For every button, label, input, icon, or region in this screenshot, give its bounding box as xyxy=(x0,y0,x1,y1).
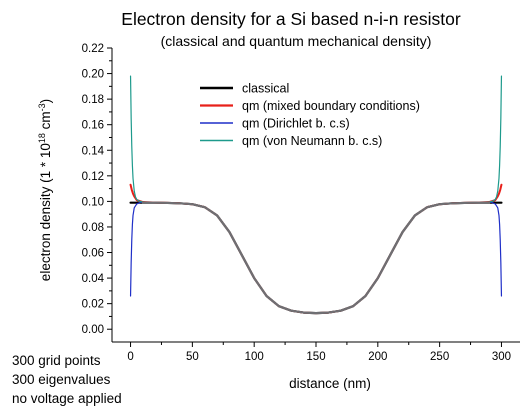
series-group xyxy=(129,75,503,315)
y-axis-label-suffix: ) xyxy=(38,99,53,104)
legend-label-2: qm (Dirichlet b. c.s) xyxy=(242,117,350,131)
y-axis-label-unit: cm xyxy=(38,111,53,133)
series-line-2 xyxy=(129,201,503,314)
legend: classical qm (mixed boundary conditions) q… xyxy=(200,82,420,148)
chart-title: Electron density for a Si based n-i-n re… xyxy=(121,9,461,29)
x-axis-label: distance (nm) xyxy=(289,376,371,391)
note-voltage: no voltage applied xyxy=(12,391,122,406)
y-tick-label: 0.16 xyxy=(82,120,104,132)
y-axis-label-exponent-minus3: -3 xyxy=(37,103,47,111)
y-axis-label-prefix: electron density (1 * 10 xyxy=(38,143,53,281)
y-tick-label: 0.00 xyxy=(82,324,104,336)
y-axis-label-exponent-18: 18 xyxy=(37,133,47,143)
legend-label-3: qm (von Neumann b. c.s) xyxy=(242,134,382,148)
y-tick-label: 0.08 xyxy=(82,222,104,234)
y-tick-label: 0.20 xyxy=(82,69,104,81)
y-tick-label: 0.04 xyxy=(82,273,105,285)
x-tick-label: 0 xyxy=(127,351,133,363)
y-tick-label: 0.12 xyxy=(82,171,104,183)
x-tick-label: 300 xyxy=(492,351,511,363)
note-eigenvalues: 300 eigenvalues xyxy=(12,372,111,387)
note-grid-points: 300 grid points xyxy=(12,353,101,368)
y-axis-label: electron density (1 * 1018 cm-3) xyxy=(37,99,53,281)
y-tick-label: 0.06 xyxy=(82,248,104,260)
legend-label-1: qm (mixed boundary conditions) xyxy=(242,99,420,113)
y-tick-label: 0.02 xyxy=(82,299,104,311)
x-tick-label: 250 xyxy=(430,351,449,363)
chart-subtitle: (classical and quantum mechanical densit… xyxy=(161,33,432,49)
y-tick-label: 0.10 xyxy=(82,196,104,208)
x-tick-label: 150 xyxy=(306,351,325,363)
y-tick-label: 0.14 xyxy=(82,145,105,157)
x-tick-label: 50 xyxy=(186,351,199,363)
x-tick-label: 100 xyxy=(245,351,264,363)
y-tick-label: 0.22 xyxy=(82,43,104,55)
legend-label-0: classical xyxy=(242,82,289,96)
series-line-0 xyxy=(129,201,503,315)
axes-group: 0.00 0.02 0.04 0.06 0.08 0.10 0.12 0.14 0.16 0.18… xyxy=(82,43,520,363)
x-tick-label: 200 xyxy=(368,351,387,363)
y-tick-label: 0.18 xyxy=(82,94,104,106)
run-notes: 300 grid points 300 eigenvalues no volta… xyxy=(12,351,122,408)
series-overlap-line xyxy=(141,201,491,315)
